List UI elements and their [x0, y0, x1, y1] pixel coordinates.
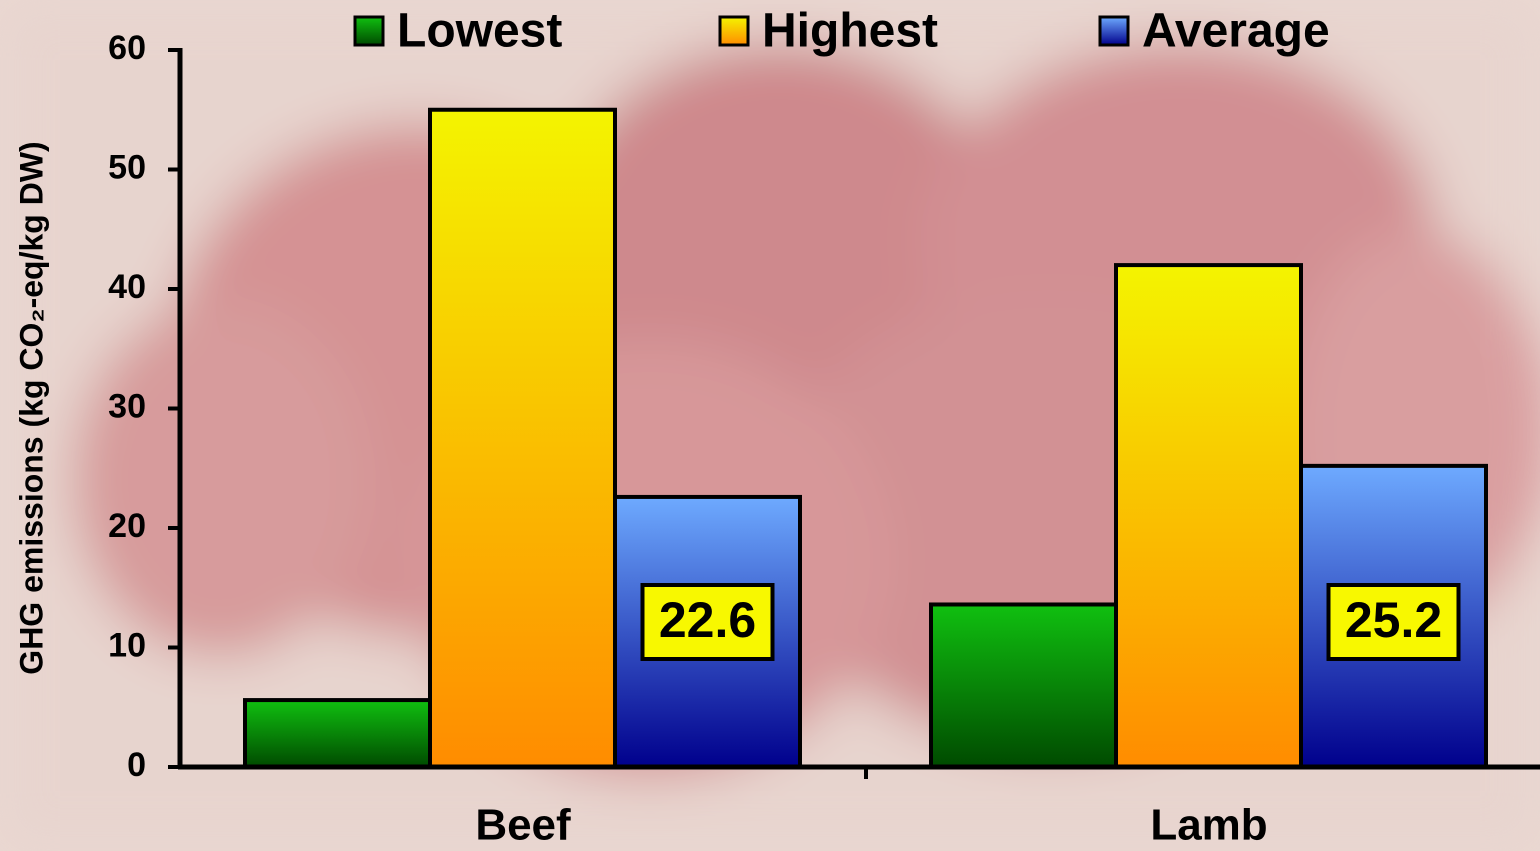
- legend-swatch: [718, 15, 750, 47]
- bar: [428, 107, 617, 769]
- y-tick-label: 60: [108, 29, 146, 67]
- y-tick-label: 40: [108, 268, 146, 306]
- y-tick-label: 10: [108, 626, 146, 664]
- y-tick-label: 30: [108, 387, 146, 425]
- legend-swatch: [353, 15, 385, 47]
- y-axis-title: GHG emissions (kg CO₂-eq/kg DW): [13, 141, 49, 674]
- value-label-box: [640, 583, 775, 661]
- value-label-box: [1326, 583, 1461, 661]
- value-label: 25.2: [1345, 592, 1442, 648]
- x-tick-label: Lamb: [1150, 801, 1267, 850]
- legend-swatch: [1098, 15, 1130, 47]
- y-tick-label: 0: [127, 746, 146, 784]
- value-label: 22.6: [659, 592, 756, 648]
- bar: [929, 602, 1118, 769]
- bar: [243, 698, 432, 770]
- legend-label: Lowest: [397, 5, 562, 58]
- y-tick-label: 20: [108, 507, 146, 545]
- legend-label: Average: [1142, 5, 1330, 58]
- legend-label: Highest: [762, 5, 938, 58]
- y-tick-label: 50: [108, 148, 146, 186]
- bar: [1114, 263, 1303, 769]
- x-tick-label: Beef: [475, 801, 571, 850]
